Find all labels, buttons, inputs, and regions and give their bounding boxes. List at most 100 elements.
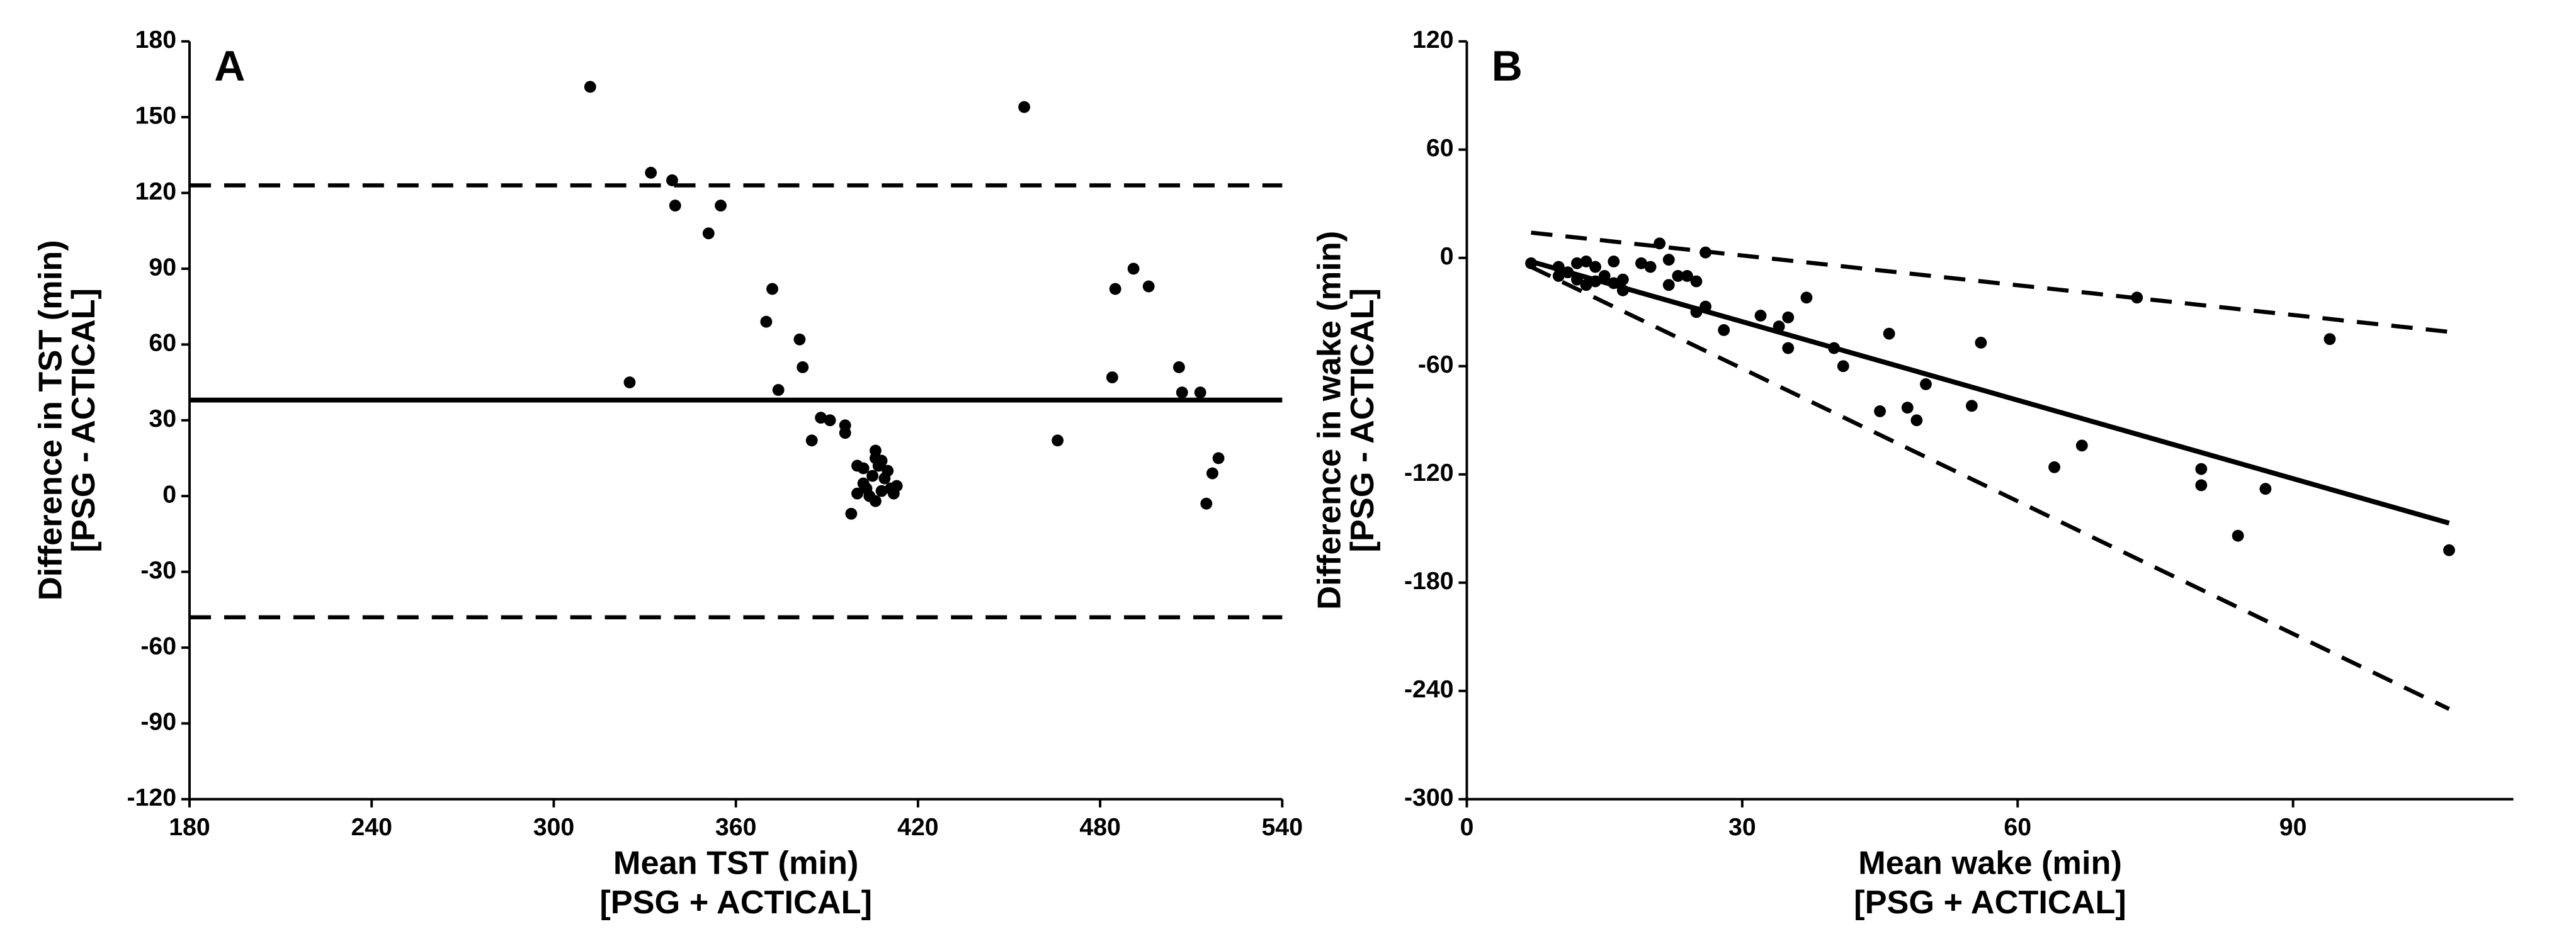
data-point xyxy=(857,462,870,475)
x-tick-label: 480 xyxy=(1079,813,1121,841)
data-point xyxy=(1127,262,1140,275)
panel-label: A xyxy=(214,42,245,90)
data-point xyxy=(2131,291,2143,304)
y-tick-label: -180 xyxy=(1404,567,1454,595)
x-tick-label: 0 xyxy=(1460,813,1474,841)
data-point xyxy=(1194,386,1206,399)
data-point xyxy=(1837,360,1849,373)
x-tick-label: 540 xyxy=(1262,813,1303,841)
data-point xyxy=(1598,269,1611,282)
reference-line xyxy=(1530,265,2450,711)
y-tick-label: -120 xyxy=(1404,459,1454,487)
data-point xyxy=(1699,300,1711,313)
data-point xyxy=(1589,261,1602,273)
y-tick-label: -240 xyxy=(1404,675,1454,703)
data-point xyxy=(715,200,727,212)
y-tick-label: -90 xyxy=(140,708,176,736)
x-axis-label: [PSG + ACTICAL] xyxy=(1854,884,2126,921)
data-point xyxy=(1874,405,1886,417)
data-point xyxy=(1828,342,1841,354)
data-point xyxy=(702,227,715,240)
y-tick-label: 150 xyxy=(135,102,177,130)
data-point xyxy=(1173,361,1185,373)
y-tick-label: 60 xyxy=(149,329,176,357)
data-point xyxy=(1552,261,1565,273)
data-point xyxy=(2232,529,2244,542)
data-point xyxy=(760,315,773,328)
data-point xyxy=(2259,483,2272,495)
data-point xyxy=(851,487,863,500)
data-point xyxy=(1571,257,1583,269)
data-point xyxy=(1206,467,1218,480)
data-point xyxy=(1690,306,1703,318)
data-point xyxy=(1644,261,1657,273)
data-point xyxy=(1718,324,1730,336)
data-point xyxy=(645,167,657,179)
data-point xyxy=(1571,273,1583,286)
data-point xyxy=(1910,414,1923,427)
y-tick-label: 120 xyxy=(1412,26,1454,53)
data-point xyxy=(1052,434,1064,447)
y-axis-label: Difference in TST (min) xyxy=(33,240,69,600)
data-point xyxy=(797,361,809,373)
x-tick-label: 420 xyxy=(897,813,939,841)
reference-line xyxy=(1530,259,2450,526)
data-point xyxy=(1106,371,1118,383)
y-tick-label: -60 xyxy=(1418,351,1454,378)
x-axis-label: [PSG + ACTICAL] xyxy=(599,884,872,921)
data-point xyxy=(839,427,851,439)
data-point xyxy=(1773,320,1785,333)
data-point xyxy=(1654,237,1666,250)
data-point xyxy=(869,444,882,457)
data-point xyxy=(623,376,636,388)
data-point xyxy=(1975,337,1987,349)
data-point xyxy=(805,434,818,447)
data-point xyxy=(1920,378,1932,390)
data-point xyxy=(1176,386,1188,399)
panel: -300 -240 -180 -120 -60 0 60 120 0 30 60 90 Mean wak… xyxy=(1312,26,2514,921)
data-point xyxy=(1142,280,1155,293)
data-point xyxy=(772,384,785,397)
data-point xyxy=(866,470,879,482)
data-point xyxy=(845,507,858,520)
x-tick-label: 240 xyxy=(351,813,392,841)
y-tick-label: -60 xyxy=(140,632,176,660)
data-point xyxy=(857,477,870,490)
y-tick-label: 30 xyxy=(149,405,176,432)
data-point xyxy=(1616,284,1629,296)
data-point xyxy=(1562,266,1574,279)
data-point xyxy=(1018,101,1031,113)
data-point xyxy=(1552,269,1565,282)
x-tick-label: 30 xyxy=(1728,813,1756,841)
data-point xyxy=(2195,479,2208,492)
panel: -120 -90 -60 -30 0 30 60 90 120 150 180 180 240 300 36… xyxy=(33,26,1303,921)
data-point xyxy=(666,174,678,186)
data-point xyxy=(875,485,888,497)
data-point xyxy=(2443,544,2455,556)
x-axis-label: Mean wake (min) xyxy=(1858,845,2122,881)
y-axis-label: Difference in wake (min) xyxy=(1312,231,1348,610)
data-point xyxy=(2195,463,2208,475)
data-point xyxy=(2324,333,2336,346)
data-point xyxy=(1672,269,1684,282)
y-tick-label: 90 xyxy=(149,253,176,281)
data-point xyxy=(1580,256,1592,267)
data-point xyxy=(1690,275,1703,288)
data-point xyxy=(669,200,681,212)
data-point xyxy=(1608,277,1620,290)
x-tick-label: 180 xyxy=(169,813,210,841)
data-point xyxy=(1883,327,1895,340)
data-point xyxy=(878,472,891,485)
data-point xyxy=(824,414,836,427)
x-tick-label: 60 xyxy=(2004,813,2031,841)
data-point xyxy=(766,283,778,295)
data-point xyxy=(1754,310,1767,322)
data-point xyxy=(1901,402,1914,414)
data-point xyxy=(1782,311,1795,324)
data-point xyxy=(1782,342,1795,354)
data-point xyxy=(1681,269,1693,282)
data-point xyxy=(1200,497,1213,510)
y-tick-label: -120 xyxy=(127,784,176,811)
